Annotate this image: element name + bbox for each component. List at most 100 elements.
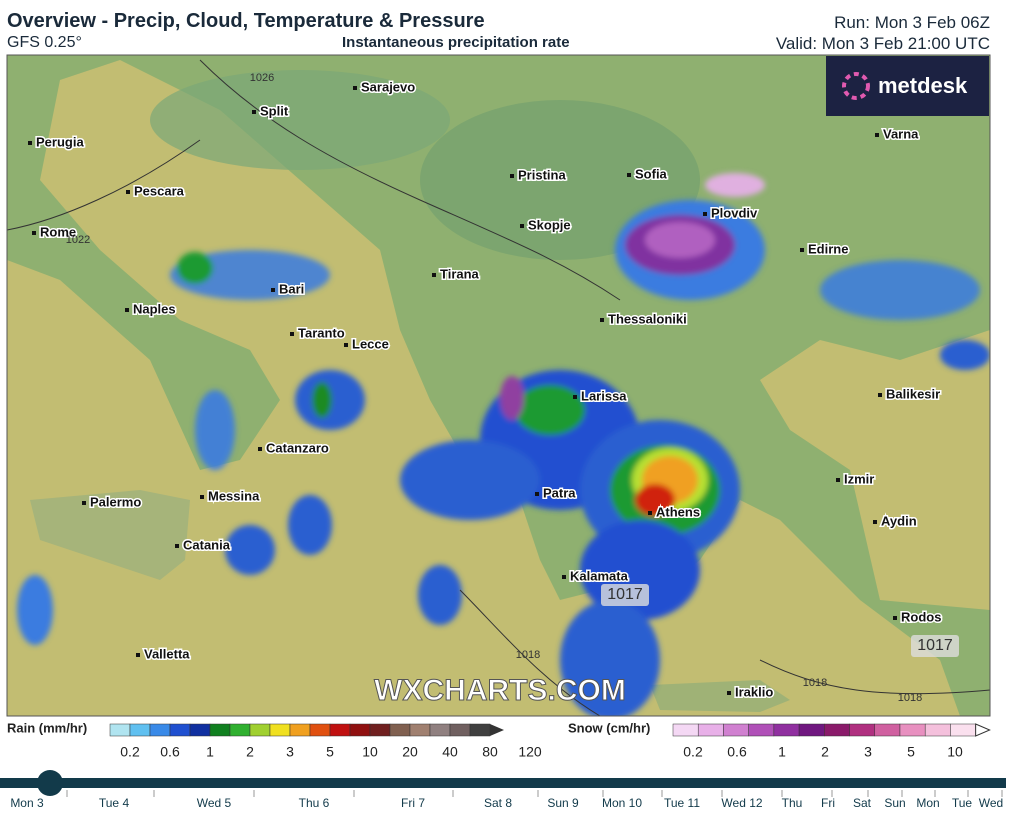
snow-tick: 1: [778, 744, 786, 760]
city-label: Kalamata: [570, 568, 629, 583]
timeline-day: Sat 8: [484, 796, 512, 810]
sicily: [30, 490, 190, 580]
city-label: Messina: [208, 488, 260, 503]
snow-swatch: [798, 723, 825, 737]
rain-swatch: [469, 723, 491, 737]
city-label: Izmir: [844, 471, 874, 486]
city-dot: [893, 616, 897, 620]
pressure-label: 1026: [250, 72, 274, 84]
city-label: Palermo: [90, 494, 141, 509]
snow-swatch: [672, 723, 699, 737]
rain-tick: 5: [326, 744, 334, 760]
pressure-label: 1017: [607, 586, 643, 603]
city-label: Skopje: [528, 217, 571, 232]
city-dot: [126, 190, 130, 194]
timeline-day: Wed 5: [197, 796, 232, 810]
timeline-day: Sun 9: [547, 796, 579, 810]
snow-swatch: [773, 723, 800, 737]
city-label: Valletta: [144, 646, 190, 661]
timeline-day: Tue: [952, 796, 973, 810]
valid: Valid: Mon 3 Feb 21:00 UTC: [775, 34, 990, 53]
rain-tick: 0.2: [120, 744, 140, 760]
rain-swatch: [349, 723, 371, 737]
city-label: Pristina: [518, 167, 566, 182]
city-dot: [175, 544, 179, 548]
city-label: Pescara: [134, 183, 185, 198]
pressure-label: 1018: [803, 677, 827, 689]
timeline-bar: [0, 778, 1006, 788]
rain-tick: 10: [362, 744, 378, 760]
rain-swatch: [189, 723, 211, 737]
title: Overview - Precip, Cloud, Temperature & …: [7, 10, 485, 32]
rain-swatch: [329, 723, 351, 737]
city-dot: [344, 343, 348, 347]
city-label: Thessaloniki: [608, 311, 687, 326]
rain-tick: 120: [518, 744, 542, 760]
city-dot: [878, 393, 882, 397]
city-label: Naples: [133, 301, 176, 316]
pressure-label: 1022: [66, 234, 90, 246]
pressure-label: 1018: [516, 649, 540, 661]
rain-swatch: [249, 723, 271, 737]
rain-tick: 0.6: [160, 744, 180, 760]
timeline-day: Thu 6: [299, 796, 330, 810]
timeline-day: Wed: [979, 796, 1003, 810]
snow-tick: 0.2: [683, 744, 703, 760]
rain-tick: 2: [246, 744, 254, 760]
city-dot: [290, 332, 294, 336]
city-label: Sofia: [635, 166, 668, 181]
city-label: Catanzaro: [266, 440, 329, 455]
city-dot: [648, 511, 652, 515]
rain-tick: 20: [402, 744, 418, 760]
logo: metdesk: [878, 73, 968, 98]
watermark: WXCHARTS.COM: [374, 674, 626, 707]
timeline-day: Tue 11: [664, 796, 700, 810]
rain-swatch: [169, 723, 191, 737]
city-label: Larissa: [581, 388, 627, 403]
rain-swatch: [389, 723, 411, 737]
city-dot: [873, 520, 877, 524]
rain-swatch: [149, 723, 171, 737]
snow-tick: 10: [947, 744, 963, 760]
rain-tick: 3: [286, 744, 294, 760]
city-dot: [627, 173, 631, 177]
city-dot: [573, 395, 577, 399]
rain-swatch: [309, 723, 331, 737]
rain-swatch: [369, 723, 391, 737]
crete: [650, 680, 790, 712]
city-label: Patra: [543, 485, 576, 500]
snow-tick: 2: [821, 744, 829, 760]
rain-swatch: [129, 723, 151, 737]
city-label: Split: [260, 103, 289, 118]
snow-tick: 3: [864, 744, 872, 760]
city-label: Balikesir: [886, 386, 940, 401]
city-dot: [520, 224, 524, 228]
timeline-day: Thu: [782, 796, 803, 810]
city-label: Tirana: [440, 266, 480, 281]
pressure-box: [601, 584, 649, 606]
city-label: Varna: [883, 126, 919, 141]
rain-arrow: [490, 724, 504, 736]
city-dot: [136, 653, 140, 657]
precip: [17, 173, 990, 716]
rain-swatch: [269, 723, 291, 737]
city-label: Perugia: [36, 134, 84, 149]
logo-icon: [842, 72, 870, 100]
snow-arrow: [975, 723, 991, 737]
rain-title: Rain (mm/hr): [7, 720, 87, 735]
timeline-handle[interactable]: [37, 770, 63, 796]
city-dot: [510, 174, 514, 178]
snow-swatch: [748, 723, 775, 737]
city-dot: [562, 575, 566, 579]
snow-swatch: [697, 723, 724, 737]
city-dot: [125, 308, 129, 312]
city-dot: [32, 231, 36, 235]
rain-swatch: [209, 723, 231, 737]
city-label: Iraklio: [735, 684, 773, 699]
city-label: Plovdiv: [711, 205, 758, 220]
city-dot: [82, 501, 86, 505]
timeline-day: Fri 7: [401, 796, 425, 810]
run: Run: Mon 3 Feb 06Z: [834, 13, 990, 32]
city-dot: [836, 478, 840, 482]
rain-swatch: [229, 723, 251, 737]
